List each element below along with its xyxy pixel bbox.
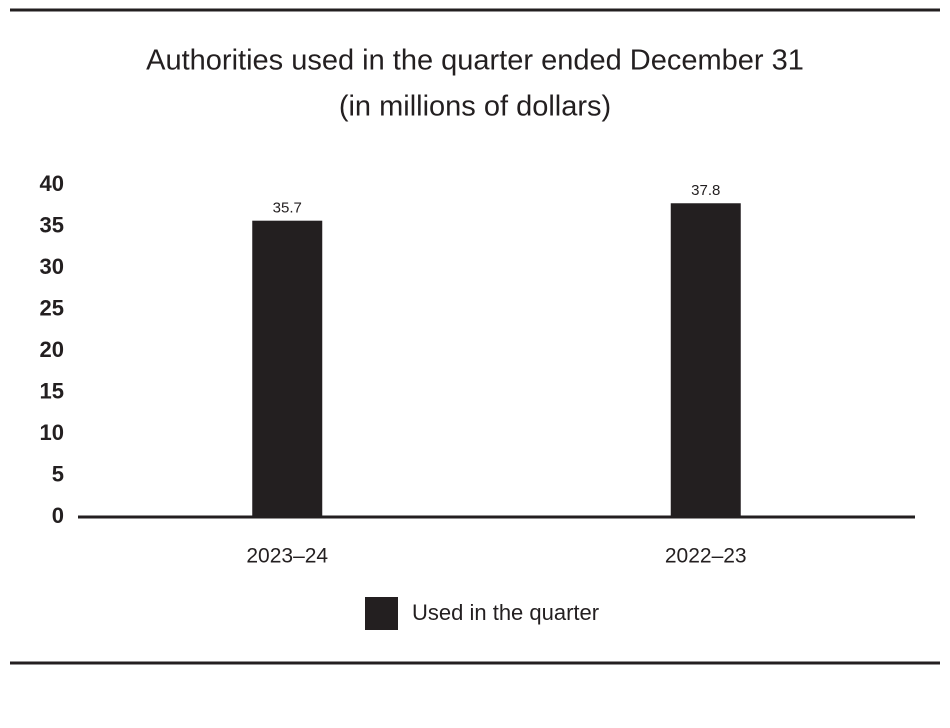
chart-title: Authorities used in the quarter ended De… bbox=[146, 45, 804, 77]
y-tick-label: 30 bbox=[40, 254, 64, 279]
y-tick-label: 40 bbox=[40, 171, 64, 196]
y-tick-label: 10 bbox=[40, 420, 64, 445]
x-tick-label: 2022–23 bbox=[665, 545, 747, 568]
y-tick-label: 15 bbox=[40, 378, 64, 403]
y-tick-label: 25 bbox=[40, 295, 64, 320]
legend-label: Used in the quarter bbox=[412, 600, 599, 625]
data-label: 37.8 bbox=[691, 182, 720, 199]
bar bbox=[670, 203, 741, 517]
chart-subtitle: (in millions of dollars) bbox=[339, 91, 611, 123]
y-tick-label: 0 bbox=[52, 503, 64, 528]
y-tick-label: 35 bbox=[40, 212, 64, 237]
legend-swatch bbox=[365, 597, 398, 630]
y-tick-label: 5 bbox=[52, 461, 64, 486]
bar bbox=[252, 220, 323, 517]
data-label: 35.7 bbox=[273, 200, 302, 217]
x-tick-label: 2023–24 bbox=[246, 545, 328, 568]
y-tick-label: 20 bbox=[40, 337, 64, 362]
